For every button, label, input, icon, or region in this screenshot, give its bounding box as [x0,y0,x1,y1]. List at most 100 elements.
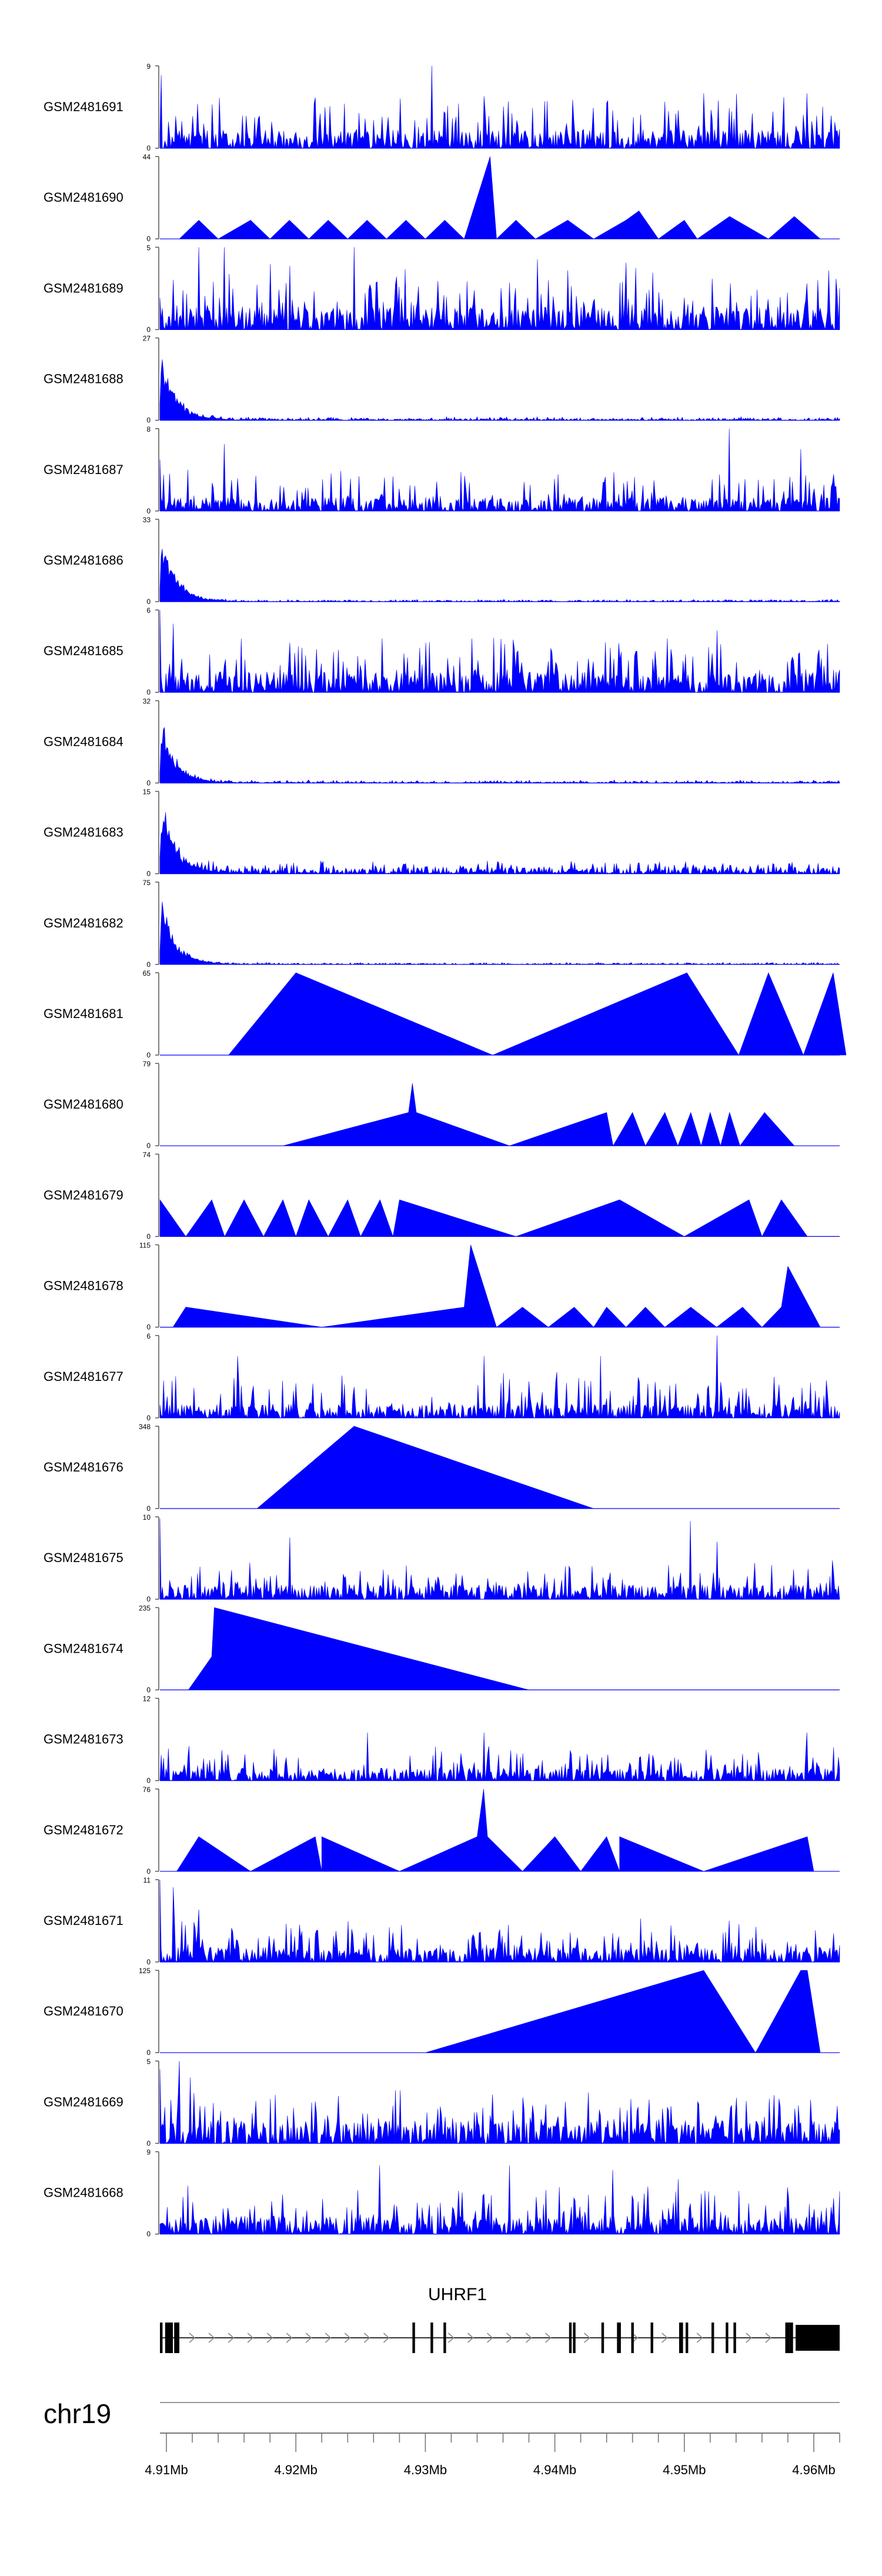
track-label: GSM2481680 [44,1097,123,1112]
track-label: GSM2481683 [44,825,123,840]
y-tick-label-zero: 0 [146,779,151,787]
strand-arrow [286,2333,293,2343]
y-tick-label-max: 5 [146,2057,151,2066]
exon [785,2323,790,2353]
track-label: GSM2481672 [44,1823,123,1837]
strand-arrow [228,2333,235,2343]
coverage-area [188,1607,529,1690]
strand-arrow [746,2333,753,2343]
track-label: GSM2481668 [44,2185,123,2200]
exon [686,2323,689,2353]
x-tick-label: 4.94Mb [533,2462,576,2477]
track-GSM2481673: GSM2481673 12 0 [44,1695,840,1785]
strand-arrow [266,2333,273,2343]
track-GSM2481675: GSM2481675 10 0 [44,1513,840,1603]
y-tick-label-max: 6 [146,1332,151,1340]
y-tick-label-max: 65 [143,969,151,977]
coverage-area [425,1970,821,2053]
coverage-area [159,902,840,965]
x-tick-label: 4.92Mb [275,2462,318,2477]
coverage-area [172,1244,821,1328]
coverage-area [228,972,847,1056]
y-tick-label-max: 5 [146,243,151,252]
coverage-tracks: GSM248169190GSM2481690440GSM248168950GSM… [44,62,847,2238]
coverage-area [159,726,840,783]
track-GSM2481671: GSM2481671 11 0 [44,1876,840,1966]
y-tick-label-zero: 0 [146,1958,151,1966]
track-GSM2481676: GSM2481676 348 0 [44,1423,840,1513]
coverage-area [159,1518,840,1600]
y-tick-label-max: 12 [143,1695,151,1703]
y-tick-label-zero: 0 [146,1142,151,1150]
y-tick-label-zero: 0 [146,416,151,425]
y-tick-label-zero: 0 [146,2139,151,2147]
track-label: GSM2481689 [44,281,123,295]
track-label: GSM2481682 [44,916,123,930]
strand-arrow [765,2333,772,2343]
y-tick-label-max: 9 [146,62,151,71]
track-label: GSM2481674 [44,1641,123,1656]
track-label: GSM2481685 [44,643,123,658]
track-label: GSM2481688 [44,372,123,386]
exon [601,2323,604,2353]
strand-arrow [526,2333,532,2343]
strand-arrows [189,2333,772,2343]
y-tick-label-zero: 0 [146,507,151,515]
track-GSM2481678: GSM2481678 115 0 [44,1242,840,1332]
track-GSM2481691: GSM2481691 9 0 [44,62,840,152]
x-tick-label: 4.91Mb [145,2462,188,2477]
y-tick-label-max: 125 [139,1967,151,1975]
y-tick-label-max: 115 [139,1242,151,1250]
track-GSM2481674: GSM2481674 235 0 [44,1604,840,1694]
coverage-area [159,1199,808,1237]
track-label: GSM2481679 [44,1187,123,1202]
x-tick-label: 4.96Mb [792,2462,835,2477]
coverage-area [159,65,840,149]
coverage-area [176,1788,814,1872]
x-tick-label: 4.93Mb [404,2462,447,2477]
coverage-area [159,610,840,693]
strand-arrow [545,2333,552,2343]
track-label: GSM2481691 [44,99,123,114]
y-tick-label-max: 11 [143,1876,151,1884]
track-label: GSM2481684 [44,734,123,749]
track-GSM2481689: GSM2481689 5 0 [44,243,840,333]
y-tick-label-zero: 0 [146,2230,151,2238]
gene-exons [160,2323,840,2353]
exon [412,2323,415,2353]
track-GSM2481685: GSM2481685 6 0 [44,606,840,696]
strand-arrow [467,2333,474,2343]
exon [711,2323,714,2353]
strand-arrow [632,2333,639,2343]
track-label: GSM2481675 [44,1550,123,1565]
y-tick-label-zero: 0 [146,235,151,243]
y-tick-label-zero: 0 [146,1595,151,1603]
track-GSM2481670: GSM2481670 125 0 [44,1967,840,2057]
track-GSM2481680: GSM2481680 79 0 [44,1060,840,1150]
coverage-area [159,2165,840,2235]
track-label: GSM2481687 [44,462,123,477]
track-label: GSM2481690 [44,190,123,205]
genome-axis: chr19 4.91Mb 4.92Mb 4.93Mb 4.94Mb 4.95Mb 4.96… [44,2398,840,2477]
strand-arrow [447,2333,455,2343]
strand-arrow [247,2333,254,2343]
exon [726,2323,729,2353]
track-GSM2481686: GSM2481686 33 0 [44,516,840,606]
y-tick-label-zero: 0 [146,325,151,333]
strand-arrow [506,2333,513,2343]
track-label: GSM2481671 [44,1913,123,1928]
track-GSM2481677: GSM2481677 6 0 [44,1332,840,1422]
exon [631,2323,634,2353]
exon [617,2323,621,2353]
track-GSM2481690: GSM2481690 44 0 [44,153,840,243]
track-GSM2481668: GSM2481668 9 0 [44,2148,840,2238]
coverage-area [159,2061,840,2144]
y-tick-label-zero: 0 [146,1504,151,1513]
strand-arrow [208,2333,215,2343]
y-tick-label-zero: 0 [146,870,151,878]
exon [430,2323,433,2353]
strand-arrow [363,2333,370,2343]
track-label: GSM2481677 [44,1369,123,1384]
gene-track: UHRF1 [160,2285,840,2353]
